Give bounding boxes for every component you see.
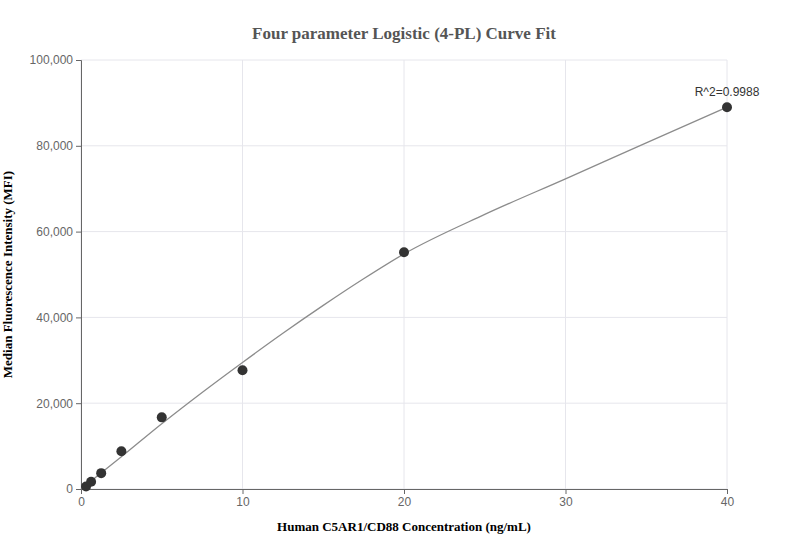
tick-mark <box>76 146 81 147</box>
x-axis: 0 10 20 30 40 <box>78 489 734 509</box>
tick-mark <box>243 489 244 494</box>
tick: 0 <box>78 489 85 509</box>
tick-label: 40,000 <box>36 311 73 325</box>
tick-label: 30 <box>559 495 573 509</box>
grid <box>81 60 727 489</box>
grid-line-x <box>565 60 566 489</box>
y-axis-title: Median Fluorescence Intensity (MFI) <box>0 171 15 378</box>
x-axis-title: Human C5AR1/CD88 Concentration (ng/mL) <box>277 519 531 534</box>
tick-label: 80,000 <box>36 139 73 153</box>
tick: 60,000 <box>36 225 81 239</box>
tick: 100,000 <box>30 53 81 67</box>
tick-label: 10 <box>236 495 250 509</box>
data-point <box>399 247 409 257</box>
tick-label: 20 <box>398 495 412 509</box>
fit-line <box>81 107 727 489</box>
data-point <box>96 468 106 478</box>
y-axis: 0 20,000 40,000 60,000 80,000 100,000 <box>30 53 82 496</box>
tick-label: 40 <box>721 495 735 509</box>
tick: 10 <box>236 489 250 509</box>
chart: 0 10 20 30 40 0 20,000 40,000 60,000 80,000 100,00… <box>0 0 808 560</box>
tick: 30 <box>559 489 573 509</box>
annotation: R^2=0.9988 <box>695 85 760 99</box>
tick-mark <box>76 60 81 61</box>
tick: 40 <box>721 489 735 509</box>
tick-label: 0 <box>66 482 73 496</box>
tick: 0 <box>66 482 81 496</box>
grid-line-x <box>727 60 728 489</box>
tick-label: 100,000 <box>30 53 74 67</box>
data-point <box>157 412 167 422</box>
tick: 20,000 <box>36 397 81 411</box>
data-point <box>238 365 248 375</box>
data-point <box>86 477 96 487</box>
tick-mark <box>76 317 81 318</box>
tick-mark <box>727 489 728 494</box>
tick-mark <box>76 489 81 490</box>
tick-label: 20,000 <box>36 397 73 411</box>
axis-line <box>76 61 82 490</box>
plot-area <box>81 102 732 491</box>
title: Four parameter Logistic (4-PL) Curve Fit <box>252 24 556 43</box>
tick: 40,000 <box>36 311 81 325</box>
tick: 20 <box>398 489 412 509</box>
tick-mark <box>404 489 405 494</box>
tick-mark <box>566 489 567 494</box>
grid-line-x <box>242 60 243 489</box>
grid-line-x <box>404 60 405 489</box>
tick-label: 60,000 <box>36 225 73 239</box>
tick: 80,000 <box>36 139 81 153</box>
axis-line <box>82 490 728 495</box>
data-point <box>722 102 732 112</box>
data-point <box>116 446 126 456</box>
tick-mark <box>76 232 81 233</box>
tick-mark <box>76 403 81 404</box>
tick-label: 0 <box>78 495 85 509</box>
